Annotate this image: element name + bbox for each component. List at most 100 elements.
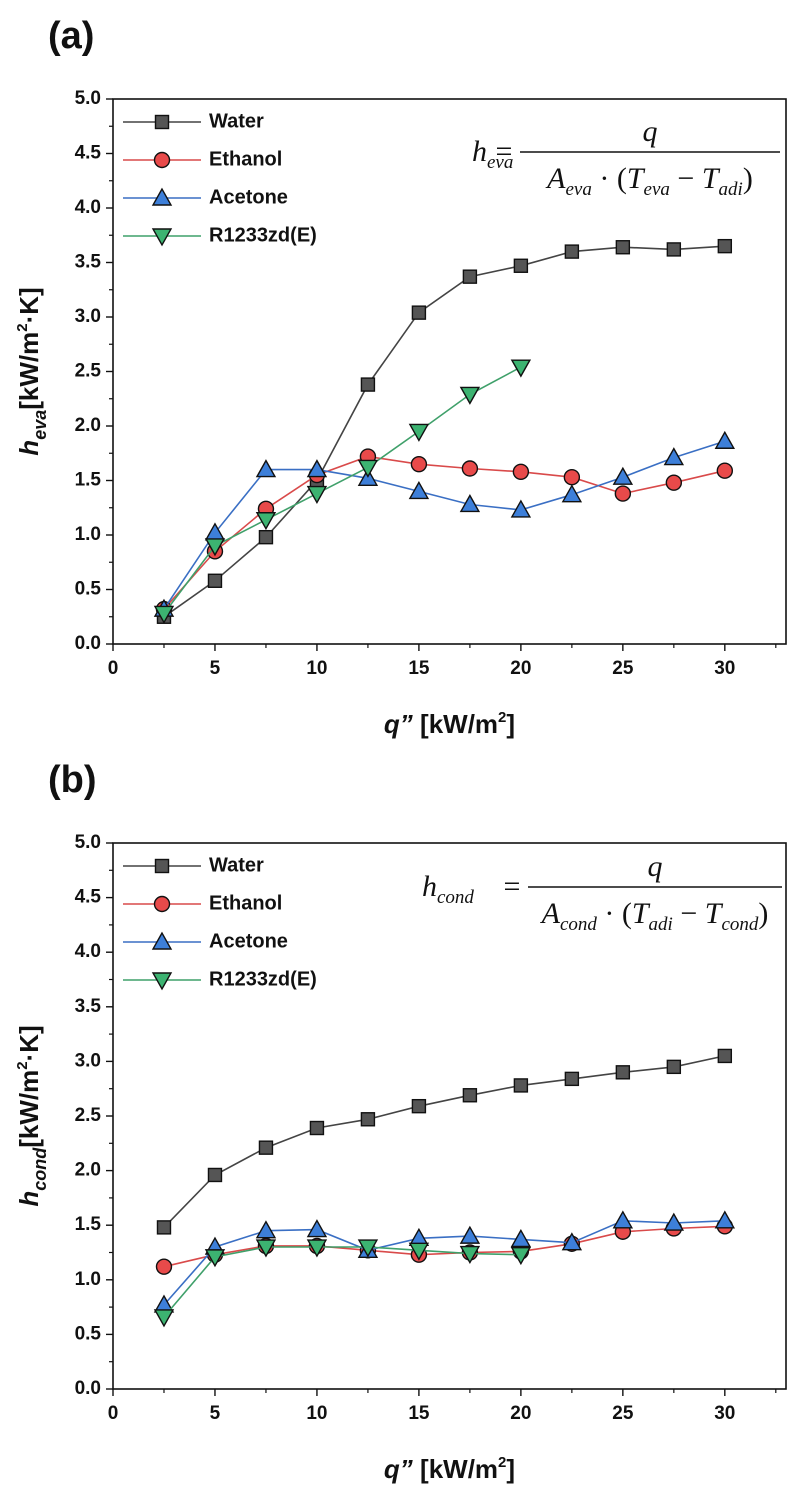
formula-h: h	[472, 135, 487, 168]
data-point	[156, 1220, 172, 1235]
data-point	[153, 605, 175, 624]
data-point	[459, 494, 481, 513]
legend-item: Acetone	[123, 186, 288, 208]
data-point	[204, 1249, 226, 1268]
data-point	[561, 1232, 583, 1251]
data-point	[309, 1120, 325, 1136]
data-point	[207, 1167, 223, 1183]
formula-h-sub: eva	[487, 152, 513, 173]
y-tick-label: 3.5	[75, 252, 102, 273]
legend-marker	[151, 228, 173, 247]
legend-label: Water	[209, 110, 264, 132]
y-tick-label: 1.0	[75, 1269, 101, 1290]
den-T1-sub: eva	[644, 179, 670, 200]
y-axis-unit: [kW/m	[14, 332, 44, 410]
x-tick-label: 25	[612, 658, 634, 679]
y-tick-label: 4.0	[75, 197, 101, 218]
data-point	[462, 269, 478, 284]
series-line	[163, 245, 725, 618]
data-point	[410, 455, 428, 473]
y-tick-label: 4.0	[75, 941, 101, 962]
den-minus: −	[673, 897, 705, 930]
x-tick-label: 10	[306, 658, 327, 679]
series-water	[156, 238, 733, 624]
y-tick-label: 2.0	[75, 1160, 101, 1181]
data-point	[717, 1048, 733, 1064]
x-axis-symbol: q”	[384, 709, 413, 739]
x-axis-unit-end: ]	[506, 709, 515, 739]
legend-marker	[154, 114, 170, 130]
legend-item: Water	[123, 110, 264, 132]
x-tick-label: 15	[408, 658, 430, 679]
y-tick-label: 4.5	[75, 887, 102, 908]
data-point	[459, 1245, 481, 1265]
formula-h: h	[422, 870, 437, 903]
den-T1-sub: adi	[649, 914, 673, 935]
y-tick-label: 1.5	[75, 470, 102, 491]
data-point	[357, 1239, 379, 1258]
den-T2: T	[702, 162, 721, 195]
legend-label: R1233zd(E)	[209, 968, 317, 990]
data-point	[360, 1112, 376, 1127]
data-point	[408, 423, 430, 442]
x-tick-label: 5	[210, 658, 221, 679]
data-point	[357, 459, 379, 478]
den-T1: T	[632, 897, 651, 930]
data-point	[258, 529, 274, 545]
x-tick-label: 20	[510, 1403, 531, 1424]
y-axis-unit-end: ·K]	[14, 287, 44, 323]
y-tick-label: 1.5	[75, 1214, 102, 1235]
y-axis-subscript: cond	[30, 1147, 50, 1191]
y-tick-label: 3.5	[75, 996, 102, 1017]
y-tick-label: 5.0	[75, 88, 101, 109]
series-ethanol	[155, 1218, 734, 1275]
formula-equals: =	[504, 870, 521, 903]
legend-item: Acetone	[123, 930, 288, 952]
y-tick-label: 0.5	[75, 579, 102, 600]
legend-marker	[153, 895, 171, 913]
series-acetone	[153, 430, 736, 617]
y-tick-label: 0.0	[75, 633, 101, 654]
data-point	[614, 485, 632, 502]
legend: Water Ethanol Acetone R1233zd(E)	[123, 854, 317, 991]
x-axis-unit-end: ]	[506, 1454, 515, 1484]
den-A: A	[545, 162, 566, 195]
data-point	[153, 1309, 175, 1328]
den-A: A	[540, 897, 561, 930]
data-point	[255, 1239, 277, 1258]
y-tick-label: 4.5	[75, 143, 102, 164]
den-A-sub: cond	[560, 914, 597, 935]
data-point	[513, 1078, 529, 1093]
data-point	[666, 1059, 682, 1075]
x-tick-label: 30	[714, 658, 735, 679]
y-tick-label: 1.0	[75, 524, 101, 545]
x-axis-title: q” [kW/m2]	[384, 1454, 515, 1484]
series-line	[163, 1219, 725, 1306]
den-T1: T	[627, 162, 646, 195]
x-axis-unit: [kW/m	[413, 709, 498, 739]
data-point	[306, 1219, 328, 1238]
formula-denominator: Acond · (Tadi − Tcond)	[540, 897, 769, 935]
y-axis-subscript: eva	[30, 410, 50, 440]
x-axis-title: q” [kW/m2]	[384, 709, 515, 739]
x-tick-label: 30	[714, 1403, 735, 1424]
data-point	[510, 359, 532, 378]
series-line	[163, 1246, 521, 1318]
y-axis-title: hcond[kW/m2·K]	[14, 1025, 50, 1206]
legend-item: Ethanol	[123, 892, 282, 914]
series-r1233zd-e-	[153, 1239, 532, 1328]
y-axis-unit: [kW/m	[14, 1070, 44, 1148]
data-point	[411, 305, 427, 320]
legend-item: R1233zd(E)	[123, 224, 317, 247]
data-point	[207, 573, 223, 588]
data-point	[462, 1088, 478, 1103]
data-point	[717, 238, 733, 254]
data-point	[564, 1071, 580, 1087]
data-point	[306, 485, 328, 505]
y-tick-label: 0.0	[75, 1378, 101, 1399]
legend-label: Ethanol	[209, 148, 282, 170]
data-point	[561, 484, 583, 503]
legend-item: R1233zd(E)	[123, 968, 317, 991]
data-point	[513, 258, 529, 273]
x-axis-unit: [kW/m	[413, 1454, 498, 1484]
